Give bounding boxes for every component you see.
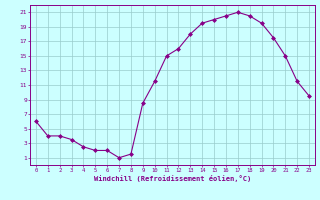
X-axis label: Windchill (Refroidissement éolien,°C): Windchill (Refroidissement éolien,°C) xyxy=(94,175,251,182)
